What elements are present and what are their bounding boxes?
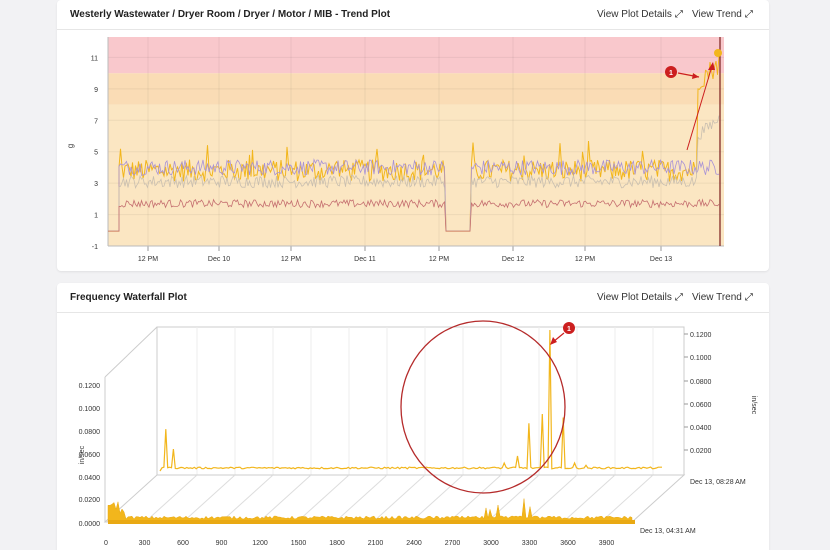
view-plot-details-link[interactable]: View Plot Details ⤢ xyxy=(597,9,683,20)
view-trend-link[interactable]: View Trend ⤢ xyxy=(692,292,753,303)
trend-chart[interactable]: -1 1 3 5 7 9 11 12 PM Dec 10 12 PM Dec 11 12 PM Dec … xyxy=(57,0,769,271)
annotation-arrowhead xyxy=(708,62,715,70)
view-plot-details-link[interactable]: View Plot Details ⤢ xyxy=(597,292,683,303)
view-trend-link[interactable]: View Trend ⤢ xyxy=(692,9,753,20)
latest-point-marker xyxy=(714,49,722,57)
y-tick-label: -1 xyxy=(92,244,98,251)
x-tick-label: Dec 12 xyxy=(502,256,524,263)
expand-icon: ⤢ xyxy=(744,9,753,20)
expand-icon: ⤢ xyxy=(744,292,753,303)
x-tick-label: Dec 10 xyxy=(208,256,230,263)
alarm-band xyxy=(108,37,724,74)
waterfall-plot-card: Frequency Waterfall Plot View Plot Detai… xyxy=(57,283,769,550)
annotation-arrow xyxy=(686,65,713,151)
trend-plot-card: Westerly Wastewater / Dryer Room / Dryer… xyxy=(57,0,769,271)
waterfall-card-header: Frequency Waterfall Plot View Plot Detai… xyxy=(57,283,769,313)
y-tick-label: 1 xyxy=(94,213,98,220)
annotation-marker-label: 1 xyxy=(669,70,673,77)
expand-icon: ⤢ xyxy=(674,9,683,20)
y-tick-label: 7 xyxy=(94,118,98,125)
x-tick-label: 12 PM xyxy=(138,256,158,263)
x-tick-label: Dec 11 xyxy=(354,256,376,263)
trend-plot-title: Westerly Wastewater / Dryer Room / Dryer… xyxy=(70,9,391,20)
trend-series-line xyxy=(108,115,720,232)
annotation-arrowhead xyxy=(692,73,699,79)
x-tick-label: Dec 13 xyxy=(650,256,672,263)
y-tick-label: 3 xyxy=(94,181,98,188)
y-axis-label: g xyxy=(66,144,75,148)
waterfall-plot-title: Frequency Waterfall Plot xyxy=(70,292,187,303)
trend-series-line xyxy=(108,56,720,232)
alarm-band xyxy=(108,73,724,105)
expand-icon: ⤢ xyxy=(674,292,683,303)
trend-series-line xyxy=(108,198,720,232)
trend-card-header: Westerly Wastewater / Dryer Room / Dryer… xyxy=(57,0,769,30)
x-tick-label: 12 PM xyxy=(429,256,449,263)
x-tick-label: 12 PM xyxy=(281,256,301,263)
annotation-marker xyxy=(665,66,677,78)
y-tick-label: 11 xyxy=(91,55,98,62)
trend-series-line xyxy=(108,158,720,232)
x-tick-label: 12 PM xyxy=(575,256,595,263)
y-tick-label: 9 xyxy=(94,87,98,94)
y-tick-label: 5 xyxy=(94,150,98,157)
